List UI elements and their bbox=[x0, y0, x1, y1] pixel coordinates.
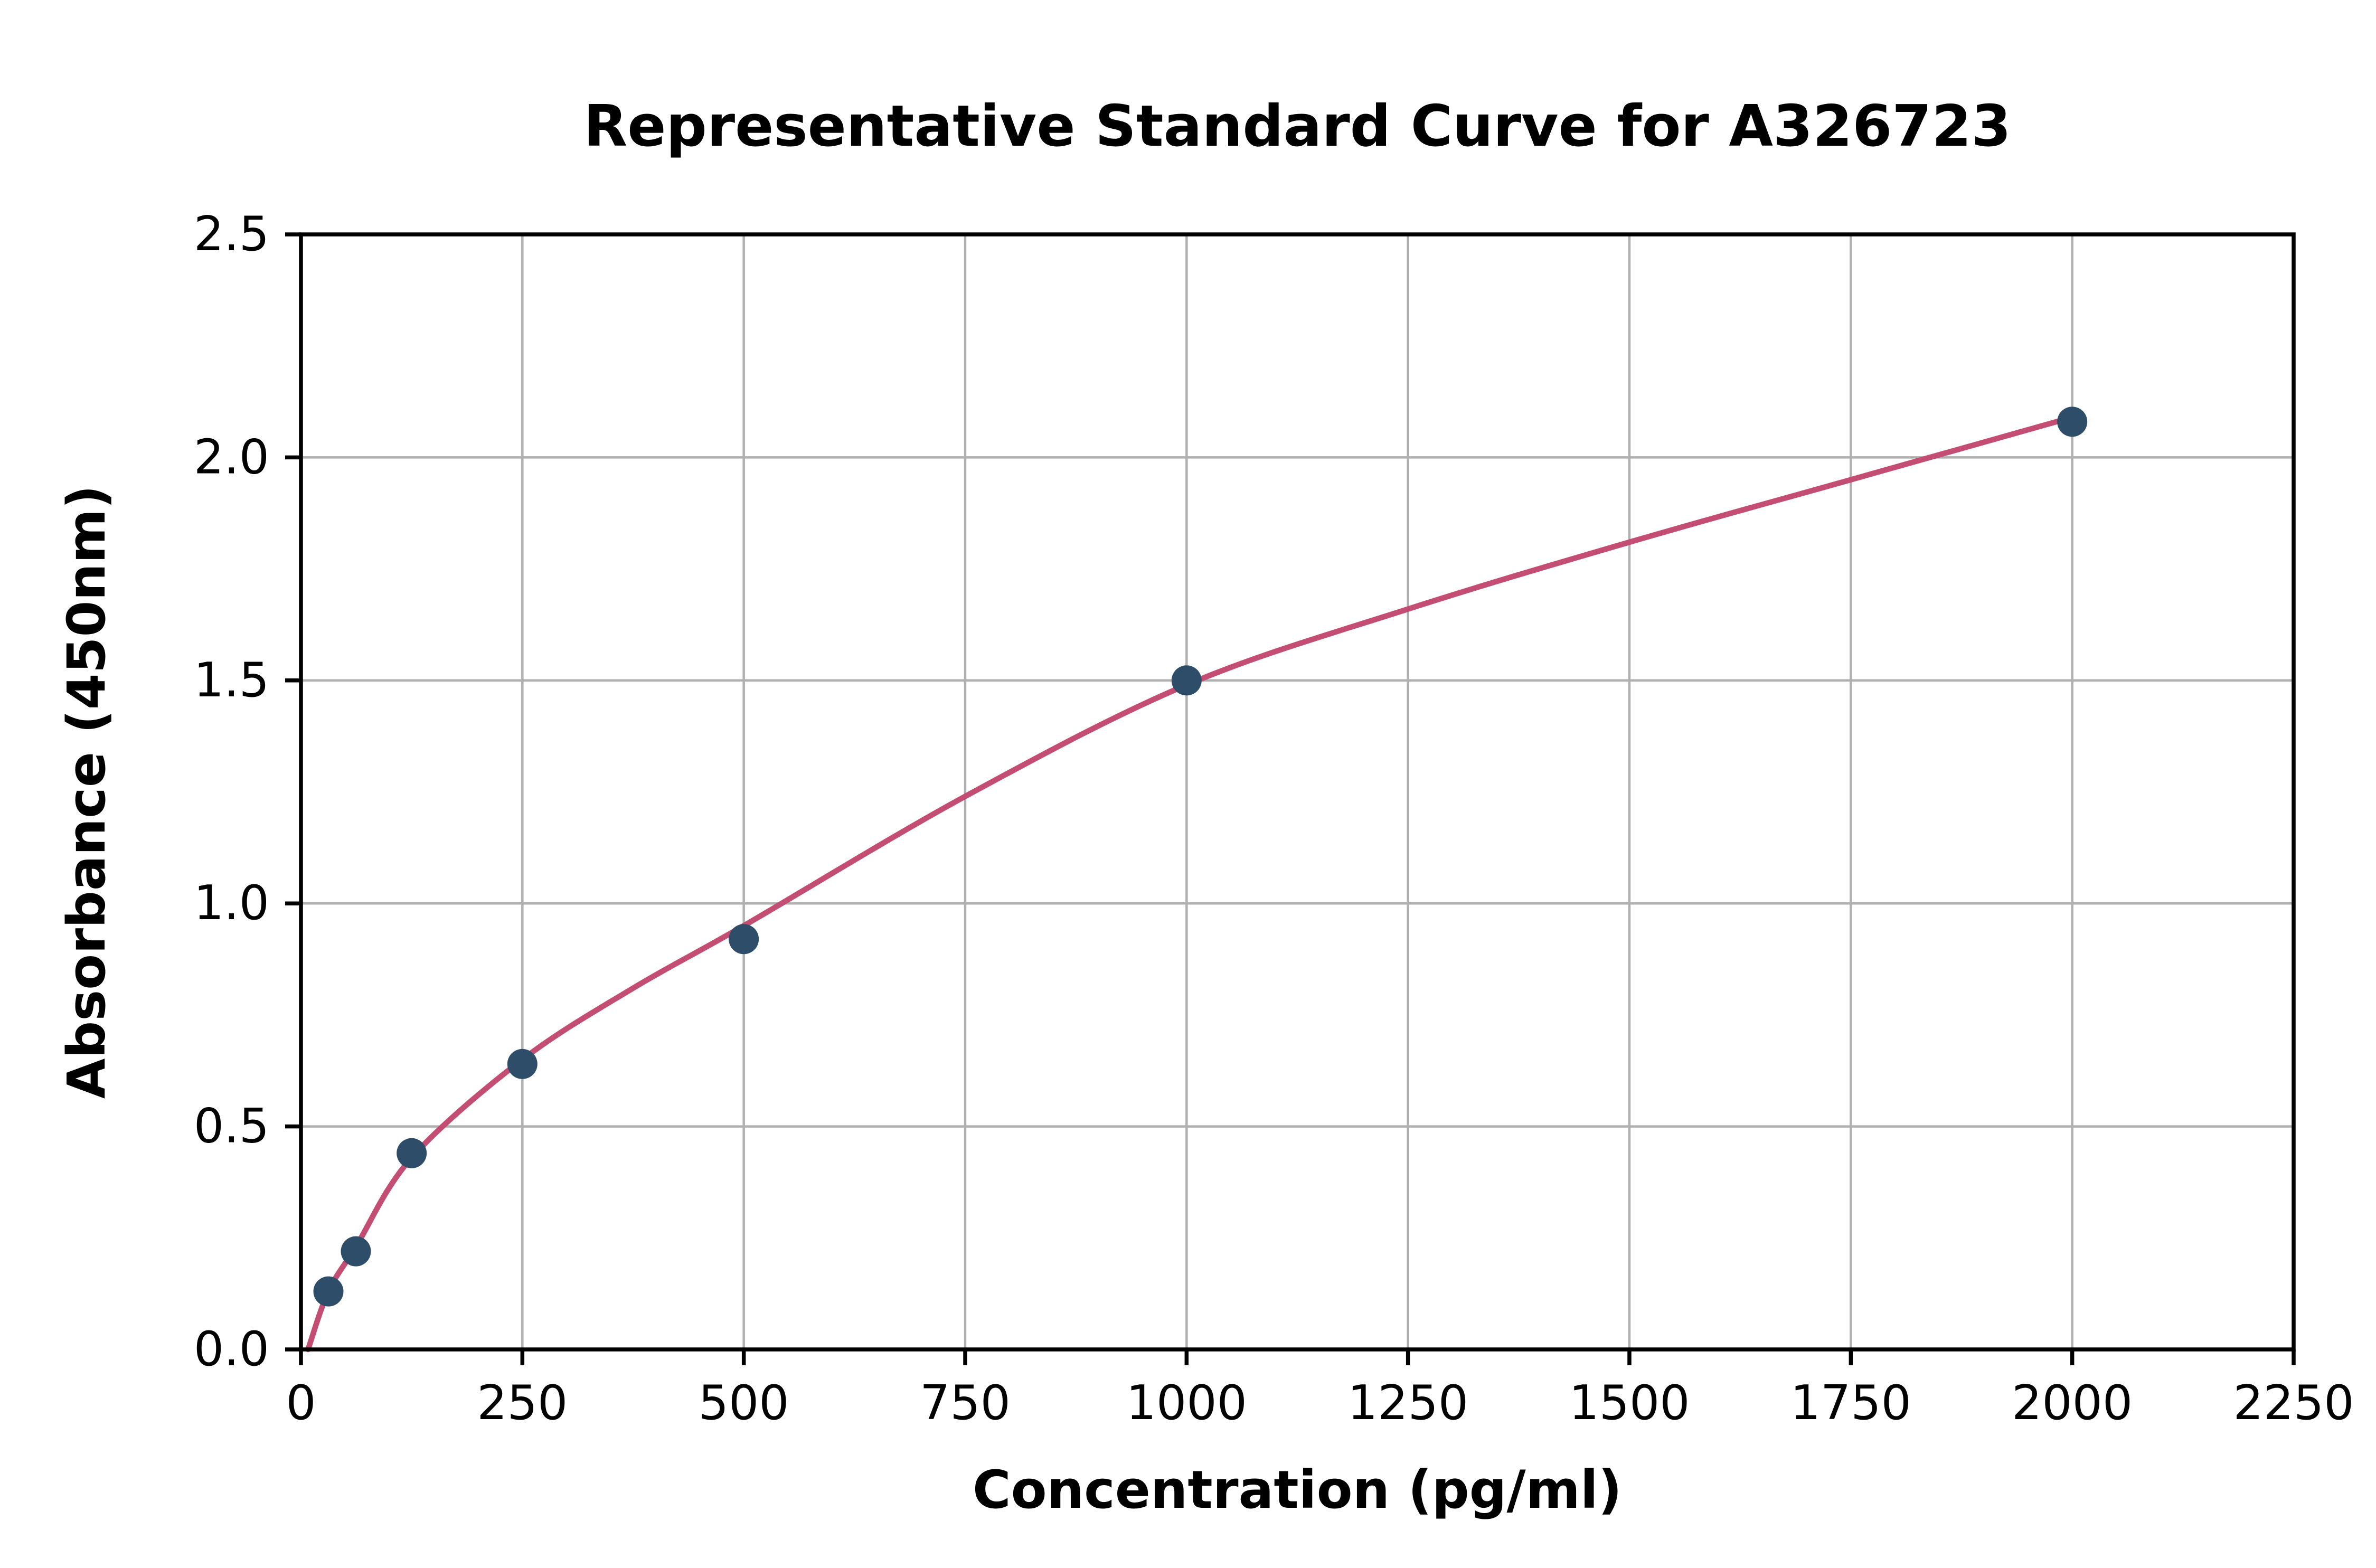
y-tick-label: 2.0 bbox=[194, 429, 269, 485]
data-point bbox=[313, 1276, 344, 1307]
data-point bbox=[507, 1049, 538, 1079]
x-tick-label: 1250 bbox=[1347, 1375, 1468, 1431]
x-tick-label: 0 bbox=[286, 1375, 316, 1431]
x-tick-label: 1000 bbox=[1126, 1375, 1247, 1431]
data-point bbox=[729, 924, 759, 955]
fitted-curve-line bbox=[305, 414, 2075, 1353]
y-tick-label: 2.5 bbox=[194, 206, 269, 262]
gridlines bbox=[299, 233, 2295, 1351]
y-tick-label: 0.5 bbox=[194, 1099, 269, 1154]
y-axis-label: Absorbance (450nm) bbox=[56, 485, 117, 1099]
x-tick-label: 2000 bbox=[2012, 1375, 2133, 1431]
x-tick-label: 500 bbox=[699, 1375, 789, 1431]
data-point bbox=[2057, 407, 2088, 437]
chart-title: Representative Standard Curve for A32672… bbox=[583, 93, 2011, 159]
y-tick-label: 1.5 bbox=[194, 653, 269, 708]
y-tick-label: 1.0 bbox=[194, 875, 269, 931]
x-tick-label: 750 bbox=[920, 1375, 1011, 1431]
axis-ticks bbox=[285, 232, 2296, 1365]
x-tick-label: 250 bbox=[477, 1375, 568, 1431]
x-tick-label: 1500 bbox=[1569, 1375, 1690, 1431]
data-point bbox=[397, 1138, 427, 1168]
y-tick-label: 0.0 bbox=[194, 1321, 269, 1377]
x-tick-label: 2250 bbox=[2233, 1375, 2354, 1431]
data-points bbox=[313, 407, 2088, 1307]
data-point bbox=[341, 1236, 371, 1267]
plot-border bbox=[299, 232, 2296, 1352]
x-tick-label: 1750 bbox=[1790, 1375, 1911, 1431]
axis-tick-labels: 0 250 500 750 1000 1250 1500 1750 2000 2250 0.0 0.5… bbox=[194, 206, 2354, 1431]
x-axis-label: Concentration (pg/ml) bbox=[973, 1460, 1622, 1520]
data-point bbox=[1171, 665, 1202, 696]
